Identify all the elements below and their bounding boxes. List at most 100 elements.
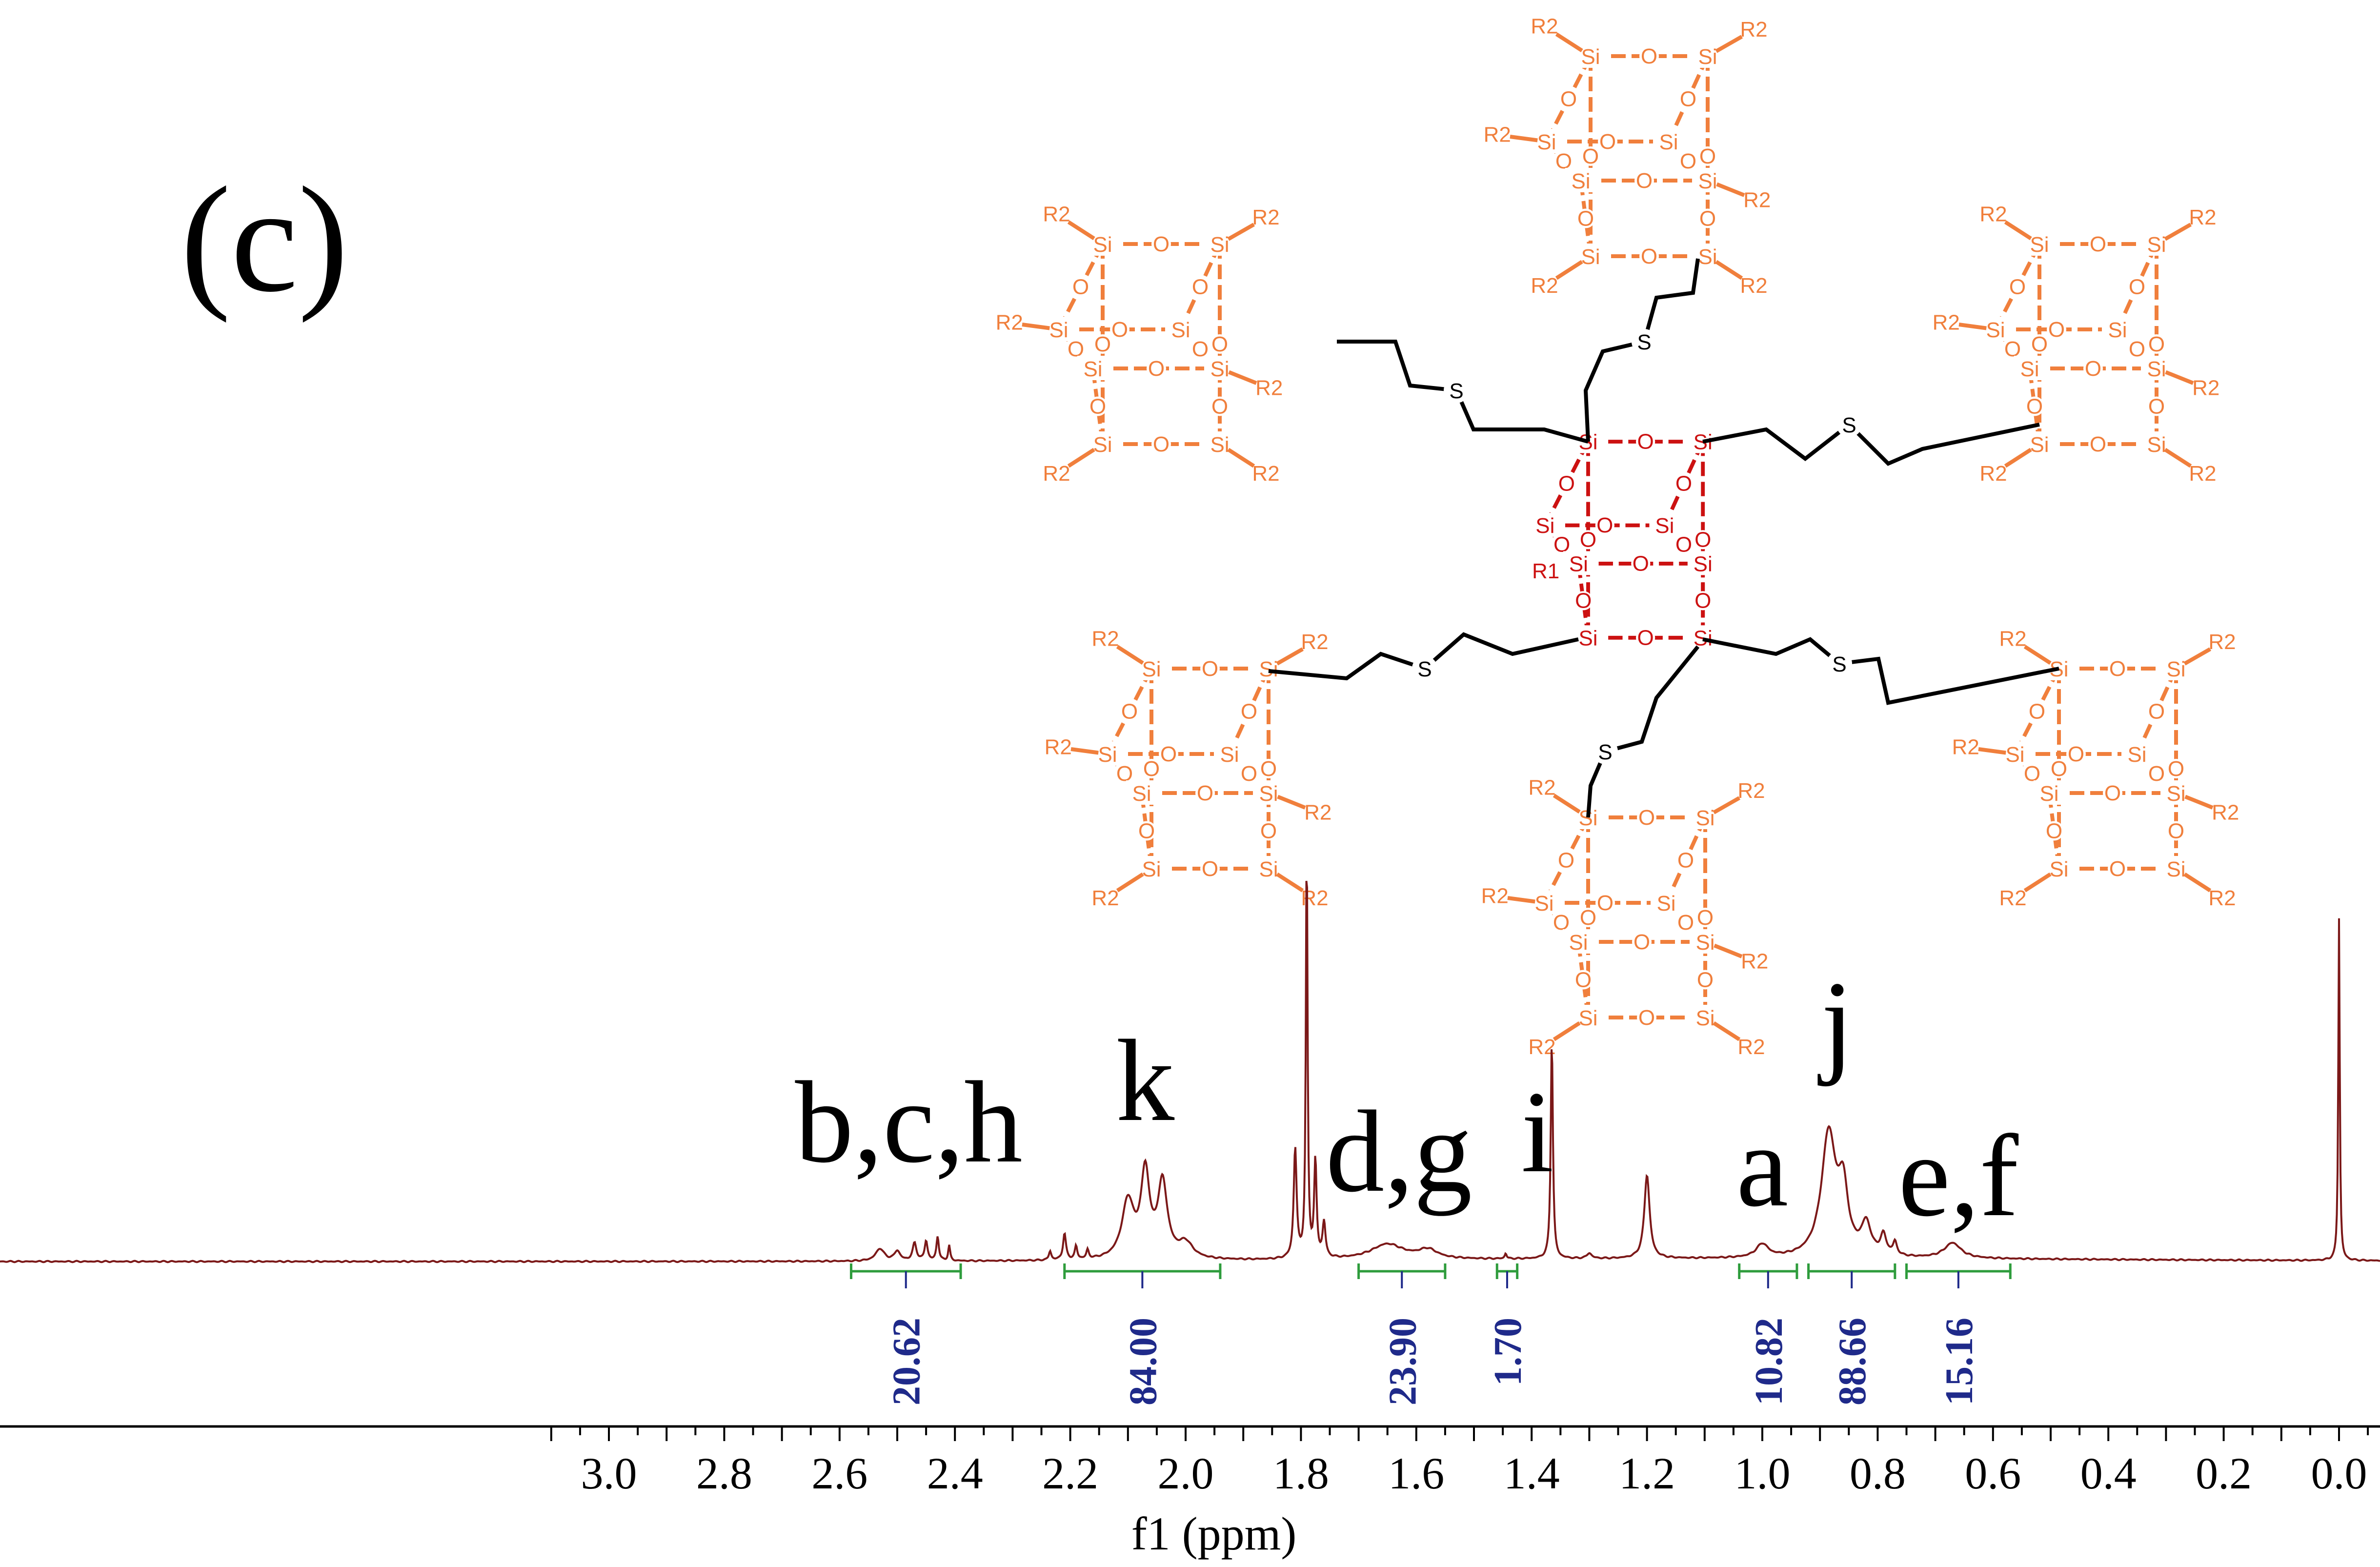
oxygen-bg: [2108, 659, 2127, 678]
oxygen-atom: O: [1560, 87, 1577, 111]
oxygen-atom: O: [2026, 395, 2043, 419]
silicon-atom: Si: [1655, 514, 1674, 538]
oxygen-atom: O: [1694, 528, 1711, 552]
oxygen-bg: [1137, 821, 1156, 841]
oxygen-atom: O: [1637, 430, 1654, 454]
silicon-atom: Si: [1695, 806, 1714, 830]
oxygen-bg: [1210, 334, 1230, 354]
r-group-label: R2: [1979, 462, 2007, 486]
x-tick-label: 2.2: [1042, 1448, 1098, 1498]
substituent-bond: [1715, 260, 1743, 280]
oxygen-bg: [1581, 146, 1600, 166]
substituent-bond: [1116, 645, 1144, 665]
substituent-bond: [1510, 135, 1538, 142]
oxygen-bg: [2047, 320, 2066, 339]
integral-2: 84.00: [1063, 1263, 1222, 1405]
silicon-atom: Si: [1986, 318, 2005, 342]
peak-label: d,g: [1326, 1086, 1472, 1216]
silicon-bg: [1653, 129, 1684, 153]
substituent-bond: [2164, 223, 2192, 241]
substituent-bond: [1555, 260, 1583, 280]
oxygen-atom: O: [1577, 207, 1594, 231]
r-group-label: R2: [2208, 886, 2236, 910]
oxygen-bg: [1259, 759, 1278, 778]
silicon-atom: Si: [1578, 1006, 1597, 1030]
silicon-atom: Si: [1259, 782, 1278, 806]
silicon-bg: [2034, 780, 2065, 805]
oxygen-bg: [1552, 913, 1571, 932]
r-group-label: R2: [2208, 630, 2236, 654]
oxygen-bg: [1088, 396, 1108, 416]
thioether-linker-6: S: [1586, 645, 1700, 818]
oxygen-atom: O: [1599, 130, 1616, 154]
r1-label: R1: [1532, 559, 1559, 583]
sulfur-bg: [1827, 651, 1852, 676]
oxygen-atom: O: [1202, 857, 1218, 881]
integral-value-label: 15.16: [1938, 1318, 1981, 1405]
silicon-atom: Si: [1142, 657, 1161, 681]
oxygen-bg: [1576, 208, 1595, 228]
substituent-bond: [1276, 872, 1304, 893]
silicon-atom: Si: [1142, 857, 1161, 881]
silicon-atom: Si: [1569, 552, 1588, 576]
integral-4: 1.70: [1487, 1263, 1530, 1386]
silicon-bg: [1573, 625, 1604, 650]
silicon-atom: Si: [1210, 233, 1229, 257]
oxygen-bg: [2027, 701, 2047, 721]
x-tick-label: 1.0: [1735, 1448, 1791, 1498]
oxygen-atom: O: [1575, 589, 1592, 613]
silicon-atom: Si: [1098, 743, 1117, 767]
oxygen-bg: [1066, 339, 1086, 359]
silicon-bg: [2014, 356, 2045, 380]
silicon-atom: Si: [2166, 857, 2185, 881]
oxygen-atom: O: [1638, 1006, 1655, 1030]
oxygen-bg: [1698, 208, 1717, 228]
oxygen-bg: [1578, 530, 1598, 549]
silicon-atom: Si: [1695, 931, 1714, 955]
x-tick-label: 1.4: [1504, 1448, 1560, 1498]
r-group-label: R2: [1737, 779, 1765, 803]
substituent-bond: [1022, 323, 1050, 330]
oxygen-atom: O: [2051, 757, 2067, 781]
oxygen-bg: [1200, 859, 1220, 878]
silicon-bg: [2121, 741, 2153, 766]
r-group-label: R2: [1091, 886, 1119, 910]
silicon-atom: Si: [1171, 318, 1190, 342]
oxygen-atom: O: [1143, 757, 1160, 781]
silicon-bg: [1692, 168, 1723, 192]
silicon-atom: Si: [2005, 743, 2024, 767]
oxygen-bg: [2127, 339, 2147, 359]
oxygen-bg: [1678, 151, 1698, 171]
oxygen-atom: O: [1641, 244, 1657, 268]
oxygen-atom: O: [1597, 891, 1614, 915]
x-tick-label: 2.8: [696, 1448, 752, 1498]
oxygen-bg: [1678, 89, 1698, 109]
silicon-bg: [2141, 231, 2172, 256]
panel-label: (c): [181, 156, 348, 324]
r-group-label: R2: [1737, 1035, 1765, 1059]
integral-value-label: 20.62: [886, 1318, 928, 1405]
silicon-bg: [1165, 317, 1196, 341]
substituent-bond: [2023, 645, 2052, 665]
r-group-label: R2: [1301, 630, 1328, 654]
r-group-label: R2: [1740, 274, 1767, 298]
substituent-bond: [1228, 370, 1257, 385]
oxygen-bg: [1637, 808, 1656, 827]
oxygen-bg: [1639, 46, 1659, 66]
oxygen-bg: [1637, 1008, 1656, 1027]
substituent-bond: [1716, 182, 1745, 197]
substituent-bond: [1507, 896, 1535, 904]
integral-value-label: 23.90: [1381, 1318, 1424, 1405]
oxygen-bg: [1093, 334, 1112, 354]
silicon-atom: Si: [1578, 626, 1597, 650]
substituent-bond: [1714, 943, 1743, 958]
oxygen-bg: [2147, 334, 2166, 354]
oxygen-bg: [2022, 764, 2042, 783]
integral-6: 88.66: [1807, 1263, 1896, 1405]
oxygen-bg: [1636, 432, 1655, 451]
r-group-label: R2: [1999, 886, 2026, 910]
